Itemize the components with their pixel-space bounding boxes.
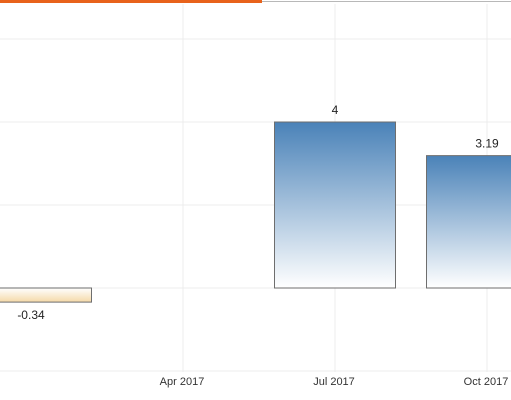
data-label: 3.19 <box>475 137 499 151</box>
gridlines <box>0 4 511 372</box>
data-label: 4 <box>332 103 339 117</box>
bar-oct-2017[interactable] <box>426 155 511 289</box>
x-tick-label: Oct 2017 <box>464 376 509 388</box>
bars <box>0 121 511 303</box>
tab-active-indicator[interactable] <box>0 0 262 3</box>
bar-jul-2017[interactable] <box>274 121 396 289</box>
data-label: -0.34 <box>17 308 45 322</box>
x-axis: Apr 2017 Jul 2017 Oct 2017 <box>160 376 509 388</box>
x-tick-label: Apr 2017 <box>160 376 205 388</box>
x-tick-label: Jul 2017 <box>313 376 355 388</box>
tab-strip <box>0 0 511 3</box>
tab-inactive-indicator[interactable] <box>262 1 511 2</box>
bar-jan-2017[interactable] <box>0 287 92 303</box>
